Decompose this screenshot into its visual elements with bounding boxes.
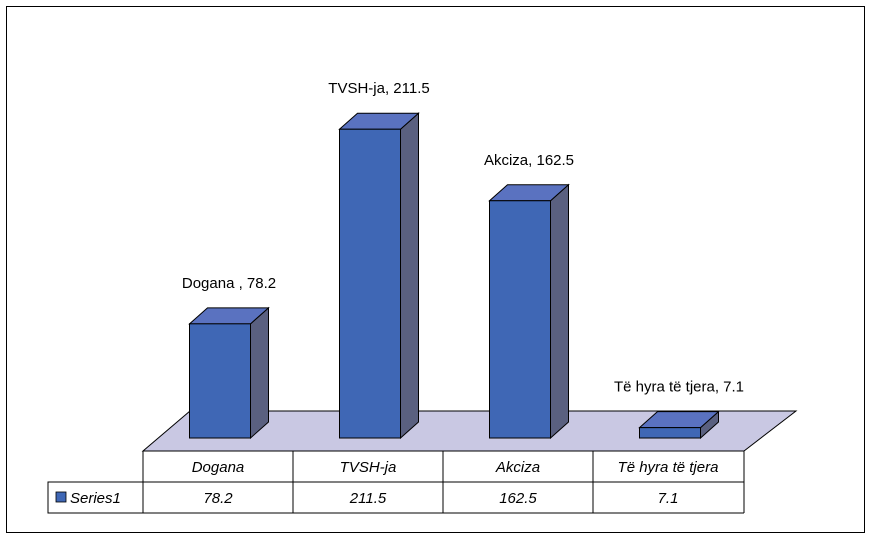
table-category-label: Të hyra të tjera bbox=[618, 459, 719, 476]
legend-cell bbox=[47, 481, 144, 514]
bar-side bbox=[550, 183, 569, 440]
bar bbox=[639, 427, 701, 439]
chart-floor bbox=[141, 410, 798, 452]
bar-side bbox=[250, 306, 269, 440]
table-value: 211.5 bbox=[349, 490, 387, 507]
data-label: Akciza, 162.5 bbox=[484, 152, 574, 169]
table-value: 78.2 bbox=[203, 490, 233, 507]
table-category-label: Dogana bbox=[192, 459, 245, 476]
legend-series-name: Series1 bbox=[70, 490, 121, 507]
table-value: 162.5 bbox=[499, 490, 537, 507]
table-category-label: TVSH-ja bbox=[340, 459, 397, 476]
bar bbox=[189, 323, 251, 439]
bar bbox=[339, 128, 401, 439]
data-label: Të hyra të tjera, 7.1 bbox=[614, 379, 744, 396]
data-label: TVSH-ja, 211.5 bbox=[328, 80, 429, 97]
table-value: 7.1 bbox=[658, 490, 679, 507]
data-table: Series1 Dogana 78.2 TVSH-ja 211.5 Akciza 162.… bbox=[47, 451, 745, 514]
legend-swatch bbox=[55, 491, 67, 503]
bar bbox=[489, 200, 551, 439]
data-label: Dogana , 78.2 bbox=[182, 275, 276, 292]
bar-side bbox=[400, 112, 419, 440]
table-category-label: Akciza bbox=[495, 459, 540, 476]
